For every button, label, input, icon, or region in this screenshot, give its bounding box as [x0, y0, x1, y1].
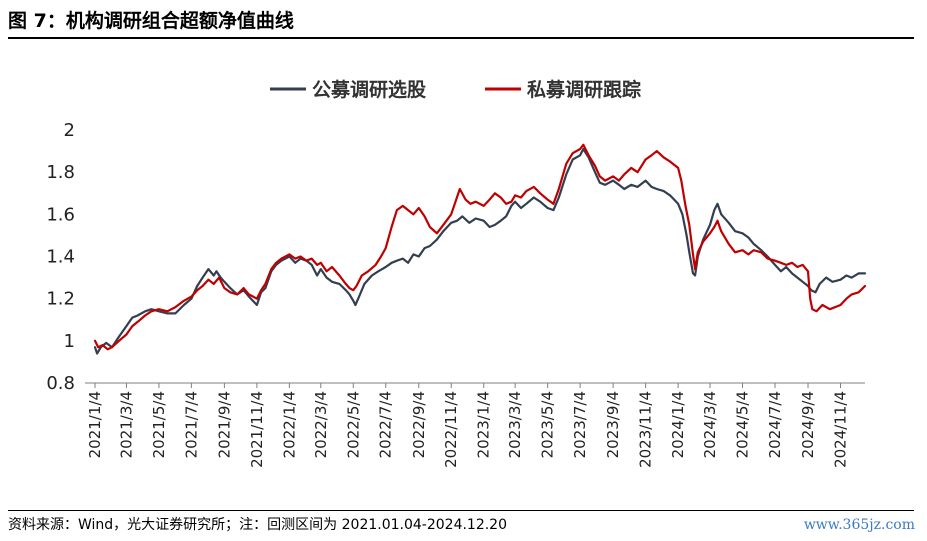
x-tick-label: 2023/5/4	[539, 391, 557, 458]
x-tick-label: 2023/11/4	[637, 391, 655, 468]
x-tick-label: 2022/3/4	[312, 391, 330, 458]
x-tick-label: 2024/1/4	[669, 391, 687, 458]
x-tick-label: 2024/11/4	[832, 391, 850, 468]
y-tick-label: 1	[64, 331, 75, 352]
x-tick-label: 2023/7/4	[571, 391, 589, 458]
series-line-1	[93, 147, 867, 355]
x-tick-label: 2021/7/4	[182, 391, 200, 458]
x-tick-label: 2022/1/4	[280, 391, 298, 458]
title-rule	[8, 37, 914, 39]
y-tick-label: 1.8	[46, 162, 75, 183]
series-group	[93, 143, 867, 355]
x-tick-label: 2023/1/4	[475, 391, 493, 458]
x-tick-label: 2021/1/4	[86, 391, 104, 458]
y-tick-label: 2	[64, 120, 75, 141]
source-rule	[8, 510, 914, 511]
x-tick-label: 2021/5/4	[150, 391, 168, 458]
x-tick-label: 2023/9/4	[604, 391, 622, 458]
watermark: www.365jz.com	[803, 517, 915, 533]
chart-legend: 公募调研选股 私募调研跟踪	[270, 78, 641, 101]
y-axis: 2 1.8 1.6 1.4 1.2 1 0.8	[46, 120, 75, 394]
x-tick-label: 2022/11/4	[442, 391, 460, 468]
x-tick-label: 2024/7/4	[766, 391, 784, 458]
legend-label-2: 私募调研跟踪	[527, 78, 641, 101]
x-tick-label: 2023/3/4	[506, 391, 524, 458]
x-tick-label: 2021/9/4	[215, 391, 233, 458]
legend-label-1: 公募调研选股	[312, 79, 426, 101]
x-tick-label: 2021/3/4	[117, 391, 135, 458]
y-tick-label: 1.6	[46, 204, 75, 225]
x-tick-label: 2024/5/4	[734, 391, 752, 458]
figure-title: 图 7：机构调研组合超额净值曲线	[8, 10, 294, 32]
source-note: 资料来源：Wind，光大证券研究所；注：回测区间为 2021.01.04-202…	[8, 517, 508, 533]
x-tick-label: 2022/5/4	[344, 391, 362, 458]
y-tick-label: 0.8	[46, 373, 75, 394]
x-tick-label: 2022/7/4	[377, 391, 395, 458]
x-axis: 2021/1/4 2021/3/4 2021/5/4 2021/7/4 2021/9/4…	[85, 382, 865, 468]
y-tick-label: 1.4	[46, 247, 75, 268]
x-tick-label: 2024/3/4	[701, 391, 719, 458]
y-tick-label: 1.2	[46, 289, 75, 310]
series-line-2	[93, 143, 867, 351]
x-tick-label: 2024/9/4	[799, 391, 817, 458]
x-tick-label: 2021/11/4	[248, 391, 266, 468]
x-tick-label: 2022/9/4	[410, 391, 428, 458]
